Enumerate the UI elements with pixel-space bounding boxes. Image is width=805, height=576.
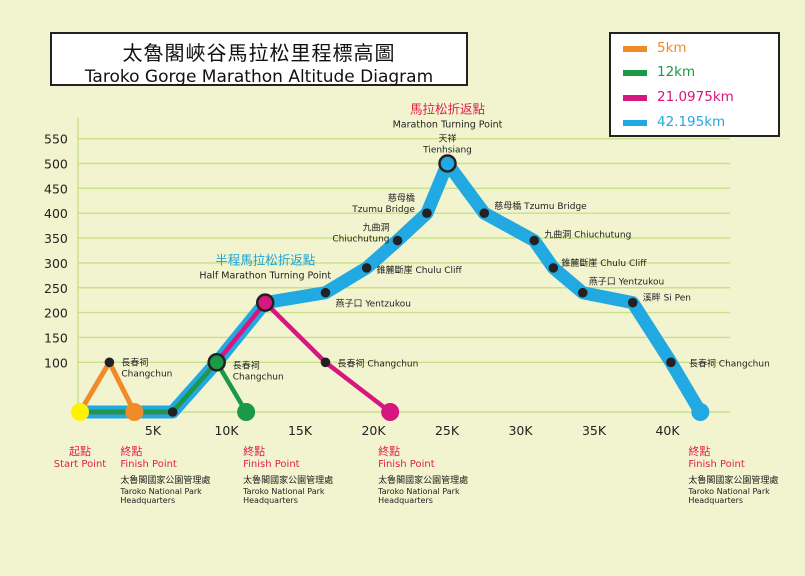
organizer-name-en: Taroko National Park	[242, 487, 325, 496]
endpoint-marker	[125, 403, 144, 421]
yentzukou-out-label: 燕子口 Yentzukou	[335, 298, 410, 310]
y-tick-label: 100	[44, 355, 68, 370]
changchun-out-label: 長春祠 Changchun	[337, 357, 418, 369]
organizer-name-en: Headquarters	[378, 496, 433, 505]
tzumu-bridge-out-label: 慈母橋	[388, 192, 415, 204]
waypoint-ring-marker	[255, 293, 275, 312]
waypoint-marker	[104, 357, 115, 368]
y-tick-label: 200	[44, 306, 68, 321]
legend-label-full: 42.195km	[657, 114, 726, 130]
organizer-name-en: Taroko National Park	[377, 487, 460, 496]
waypoint-marker	[422, 208, 432, 218]
organizer-name-en: Taroko National Park	[119, 487, 202, 496]
waypoint-marker	[167, 407, 178, 417]
y-tick-label: 450	[44, 181, 68, 196]
changchun-5k-label: Changchun	[121, 369, 172, 379]
finish-half-label-zh: 終點	[378, 444, 400, 458]
waypoint-marker	[666, 357, 676, 368]
y-tick-label: 400	[44, 206, 68, 221]
finish-full-label-zh: 終點	[688, 444, 710, 458]
endpoint-marker	[237, 403, 256, 421]
finish-12k-label-en: Finish Point	[243, 459, 300, 470]
waypoint-marker	[577, 287, 588, 298]
yentzukou-back-label: 燕子口 Yentzukou	[589, 276, 664, 288]
legend-swatch-half	[623, 95, 647, 101]
x-tick-label: 20K	[361, 423, 386, 438]
x-tick-label: 10K	[214, 423, 239, 438]
organizer-name-en: Taroko National Park	[687, 487, 770, 496]
organizer-name-zh: 太魯閣國家公園管理處	[378, 474, 468, 486]
endpoint-marker	[381, 403, 400, 421]
finish-5k-label-zh: 終點	[120, 444, 142, 458]
legend-swatch-full	[623, 120, 647, 126]
organizer-name-zh: 太魯閣國家公園管理處	[243, 474, 333, 486]
chiuchutung-back-label: 九曲洞 Chiuchutung	[544, 230, 631, 241]
x-tick-label: 40K	[655, 423, 680, 438]
organizer-name-en: Headquarters	[688, 496, 743, 505]
waypoint-marker	[548, 263, 559, 273]
waypoint-marker	[320, 287, 331, 298]
y-tick-label: 150	[44, 330, 68, 345]
changchun-12k-label: 長春祠	[233, 359, 260, 371]
y-tick-label: 550	[44, 132, 68, 147]
organizer-name-zh: 太魯閣國家公園管理處	[688, 474, 778, 486]
waypoint-ring-marker	[438, 154, 457, 173]
legend-label-half: 21.0975km	[657, 89, 734, 105]
marathon-turning-point-en: Marathon Turning Point	[393, 120, 503, 131]
start-point-label-zh: 起點	[69, 445, 91, 458]
y-tick-label: 350	[44, 231, 68, 246]
changchun-back-label: 長春祠 Changchun	[689, 357, 770, 369]
endpoint-marker	[71, 403, 89, 421]
marathon-turning-point-zh: 馬拉松折返點	[410, 102, 485, 117]
waypoint-marker	[479, 208, 490, 218]
chiuchutung-out-label: Chiuchutung	[332, 235, 389, 245]
legend: 5km 12km 21.0975km 42.195km	[609, 32, 780, 137]
finish-full-label-en: Finish Point	[688, 459, 745, 470]
chulu-cliff-out-label: 錐麓斷崖 Chulu Cliff	[377, 264, 463, 276]
start-point-label-en: Start Point	[54, 459, 107, 470]
half-marathon-turning-point-zh: 半程馬拉松折返點	[215, 253, 315, 268]
y-tick-label: 250	[44, 281, 68, 296]
legend-label-12km: 12km	[657, 64, 696, 80]
x-tick-label: 35K	[582, 423, 607, 438]
organizer-name-en: Headquarters	[120, 496, 175, 505]
organizer-name-zh: 太魯閣國家公園管理處	[120, 474, 210, 486]
changchun-5k-label: 長春祠	[121, 356, 148, 368]
y-tick-label: 300	[44, 256, 68, 271]
x-tick-label: 30K	[508, 423, 533, 438]
tienhsiang-label: Tienhsiang	[422, 146, 472, 156]
chiuchutung-out-label: 九曲洞	[363, 223, 390, 234]
endpoint-marker	[691, 403, 710, 421]
half-marathon-turning-point-en: Half Marathon Turning Point	[199, 271, 331, 282]
organizer-name-en: Headquarters	[243, 496, 298, 505]
legend-swatch-5km	[623, 46, 647, 52]
y-tick-label: 500	[44, 157, 68, 172]
legend-swatch-12km	[623, 70, 647, 76]
chulu-cliff-back-label: 錐麓斷崖 Chulu Cliff	[561, 257, 647, 269]
chart-title-chinese: 太魯閣峽谷馬拉松里程標高圖	[122, 41, 396, 65]
x-tick-label: 25K	[435, 423, 460, 438]
finish-12k-label-zh: 終點	[243, 444, 265, 458]
finish-half-label-en: Finish Point	[378, 459, 435, 470]
waypoint-marker	[627, 297, 638, 308]
waypoint-marker	[361, 263, 372, 273]
sipen-label: 溪畔 Si Pen	[643, 292, 691, 304]
waypoint-marker	[320, 357, 331, 368]
tienhsiang-label: 天祥	[438, 133, 456, 145]
x-tick-label: 5K	[145, 423, 162, 438]
waypoint-marker	[392, 235, 403, 246]
waypoint-ring-marker	[207, 353, 226, 372]
changchun-12k-label: Changchun	[233, 372, 284, 382]
x-tick-label: 15K	[288, 423, 313, 438]
finish-5k-label-en: Finish Point	[120, 459, 177, 470]
tzumu-bridge-out-label: Tzumu Bridge	[351, 205, 415, 215]
chart-title-english: Taroko Gorge Marathon Altitude Diagram	[84, 67, 434, 87]
waypoint-marker	[529, 235, 540, 246]
legend-label-5km: 5km	[657, 40, 687, 56]
title-box: 太魯閣峽谷馬拉松里程標高圖 Taroko Gorge Marathon Alti…	[50, 32, 468, 87]
tzumu-bridge-back-label: 慈母橋 Tzumu Bridge	[494, 200, 587, 212]
